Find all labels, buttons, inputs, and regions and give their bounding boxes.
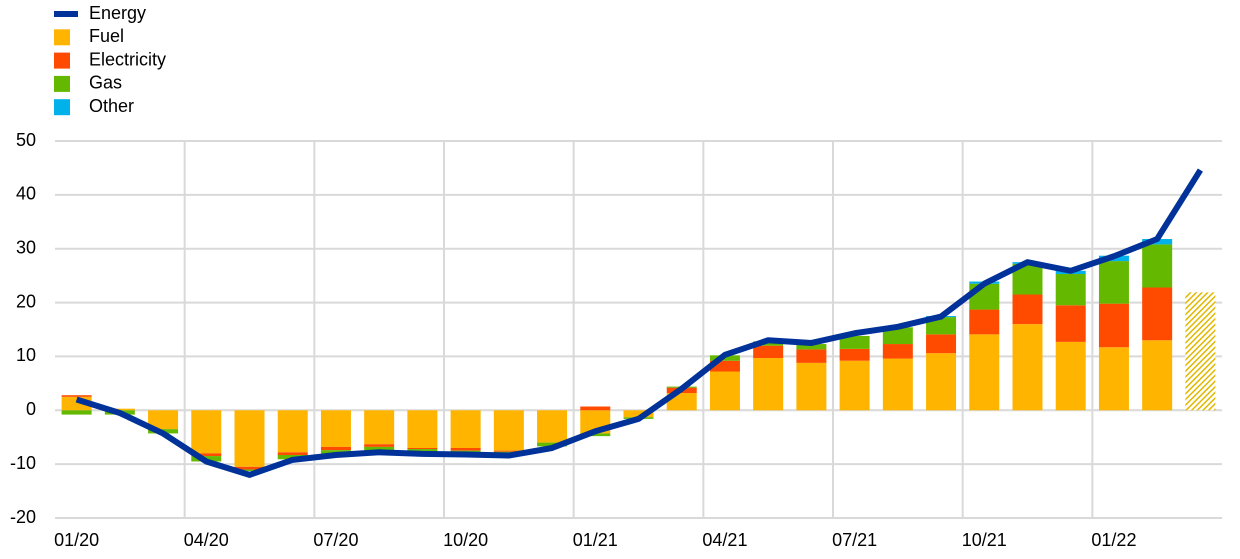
x-tick-label: 10/21 — [962, 530, 1007, 550]
bar-segment — [234, 466, 265, 470]
bar-segment — [234, 410, 265, 467]
bar-segment — [320, 410, 351, 447]
bar-segment — [796, 362, 827, 411]
bar-segment — [407, 447, 438, 450]
bar-segment — [796, 344, 827, 350]
legend-label: Gas — [89, 73, 122, 93]
y-tick-label: 20 — [16, 291, 36, 311]
legend-swatch — [54, 75, 70, 92]
bar-segment — [1098, 303, 1129, 348]
bar-segment — [882, 344, 913, 359]
bar-segment — [450, 447, 481, 451]
bar-segment — [277, 452, 308, 455]
bar-segment — [277, 410, 308, 453]
y-tick-label: 0 — [26, 399, 36, 419]
bar-segment — [1142, 340, 1173, 411]
bar-segment — [364, 410, 395, 445]
bar-segment — [926, 334, 957, 354]
bar-segment — [969, 309, 1000, 335]
y-tick-label: 10 — [16, 345, 36, 365]
bar-segment — [1142, 287, 1173, 341]
y-tick-label: -10 — [10, 453, 36, 473]
bar-segment — [1098, 347, 1129, 411]
x-tick-label: 04/21 — [702, 530, 747, 550]
bar-segment — [926, 353, 957, 411]
bar-segment — [839, 348, 870, 361]
bar-segment — [364, 446, 395, 452]
x-tick-label: 04/20 — [184, 530, 229, 550]
legend-swatch — [54, 99, 70, 116]
bar-segment — [753, 345, 784, 359]
x-tick-label: 07/21 — [832, 530, 877, 550]
bar-segment — [1055, 341, 1086, 411]
bar-segment — [364, 444, 395, 447]
legend-label: Energy — [89, 3, 146, 23]
legend-line-icon — [54, 11, 78, 17]
bar-segment — [580, 406, 611, 411]
bar-segment — [1012, 324, 1043, 411]
legend-swatch — [54, 52, 70, 69]
bar-segment — [537, 410, 568, 443]
bar-segment — [493, 410, 524, 451]
bar-segment — [796, 349, 827, 363]
bar-segment — [580, 433, 611, 437]
x-tick-label: 01/21 — [573, 530, 618, 550]
bar-segment — [1055, 305, 1086, 342]
y-tick-label: 30 — [16, 237, 36, 257]
bar-segment — [753, 341, 784, 346]
legend-swatch — [54, 29, 70, 46]
bar-segment — [839, 335, 870, 349]
legend-label: Fuel — [89, 26, 124, 46]
bar-segment — [1185, 292, 1216, 411]
bar-segment — [61, 410, 92, 415]
bar-segment — [709, 360, 740, 372]
bar-segment — [1012, 294, 1043, 325]
bar-segment — [709, 371, 740, 411]
bar-segment — [1055, 274, 1086, 306]
line-series — [75, 168, 1203, 478]
x-tick-label: 01/20 — [54, 530, 99, 550]
bar-segment — [234, 469, 265, 472]
bar-segment — [191, 410, 222, 454]
bar-segment — [753, 358, 784, 411]
bar-segment — [969, 283, 1000, 310]
x-tick-label: 07/20 — [313, 530, 358, 550]
bar-segment — [104, 408, 135, 411]
bar-segment — [882, 327, 913, 345]
bar-segment — [407, 410, 438, 448]
bar-segment — [320, 446, 351, 451]
bar-segment — [623, 410, 654, 418]
x-tick-label: 10/20 — [443, 530, 488, 550]
bar-segment — [61, 395, 92, 397]
y-tick-label: 50 — [16, 130, 36, 150]
legend-label: Electricity — [89, 49, 166, 69]
legend-label: Other — [89, 96, 134, 116]
bar-segment — [882, 358, 913, 411]
bar-segment — [1142, 244, 1173, 288]
bar-segment — [493, 450, 524, 452]
bar-segment — [537, 442, 568, 447]
bar-segment — [839, 360, 870, 411]
bar-segment — [148, 410, 179, 430]
y-tick-label: -20 — [10, 507, 36, 527]
bar-segment — [1098, 261, 1129, 304]
y-tick-label: 40 — [16, 184, 36, 204]
bar-segment — [450, 410, 481, 448]
bar-segment — [969, 334, 1000, 411]
x-tick-label: 01/22 — [1091, 530, 1136, 550]
bar-segment — [191, 453, 222, 457]
